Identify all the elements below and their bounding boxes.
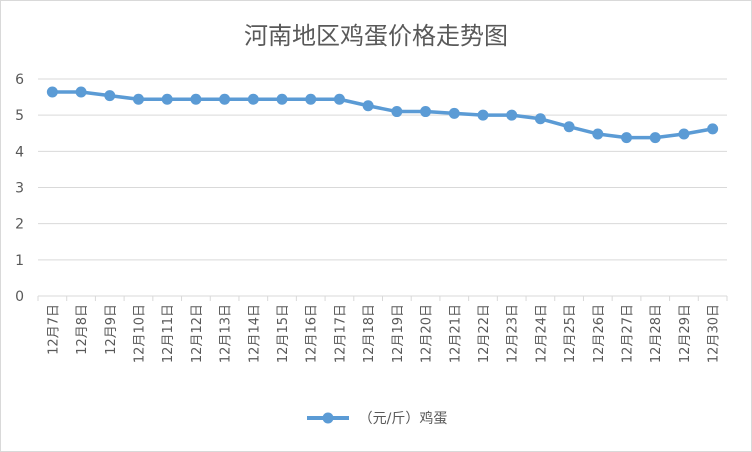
data-point xyxy=(477,109,489,121)
x-tick-label: 12月21日 xyxy=(448,304,463,363)
y-tick-label: 6 xyxy=(15,72,24,88)
y-tick-label: 4 xyxy=(15,144,24,160)
y-tick-label: 1 xyxy=(15,253,24,269)
x-tick-label: 12月24日 xyxy=(534,304,549,363)
x-tick-label: 12月15日 xyxy=(276,304,291,363)
data-point xyxy=(132,93,144,105)
x-tick-label: 12月26日 xyxy=(592,304,607,363)
data-point xyxy=(420,106,432,118)
data-point xyxy=(75,86,87,98)
x-tick-label: 12月16日 xyxy=(305,304,320,363)
data-point xyxy=(448,107,460,119)
data-point xyxy=(305,93,317,105)
data-point xyxy=(219,93,231,105)
x-tick-label: 12月11日 xyxy=(161,304,176,363)
data-point xyxy=(506,109,518,121)
data-point xyxy=(247,93,259,105)
x-tick-label: 12月7日 xyxy=(46,304,61,355)
data-point xyxy=(534,113,546,125)
x-tick-label: 12月22日 xyxy=(477,304,492,363)
x-tick-label: 12月10日 xyxy=(132,304,147,363)
data-point xyxy=(104,90,116,102)
y-tick-label: 0 xyxy=(15,289,24,305)
x-tick-label: 12月20日 xyxy=(420,304,435,363)
data-point xyxy=(592,128,604,140)
x-tick-label: 12月14日 xyxy=(247,304,262,363)
y-tick-label: 2 xyxy=(15,217,24,233)
x-tick-label: 12月18日 xyxy=(362,304,377,363)
data-point xyxy=(46,86,58,98)
x-tick-label: 12月17日 xyxy=(333,304,348,363)
x-tick-label: 12月9日 xyxy=(104,304,119,355)
chart-title: 河南地区鸡蛋价格走势图 xyxy=(244,22,508,50)
x-tick-label: 12月13日 xyxy=(219,304,234,363)
legend-line-marker-icon xyxy=(306,412,349,424)
data-point xyxy=(621,132,633,144)
data-point xyxy=(276,93,288,105)
x-tick-label: 12月23日 xyxy=(506,304,521,363)
y-tick-label: 3 xyxy=(15,181,24,197)
x-tick-label: 12月27日 xyxy=(621,304,636,363)
data-point xyxy=(333,93,345,105)
data-point xyxy=(161,93,173,105)
data-point xyxy=(649,132,661,144)
x-tick-label: 12月28日 xyxy=(649,304,664,363)
x-tick-label: 12月8日 xyxy=(75,304,90,355)
data-point xyxy=(707,123,719,135)
x-tick-label: 12月12日 xyxy=(190,304,205,363)
data-point xyxy=(678,128,690,140)
data-point xyxy=(362,100,374,112)
x-tick-label: 12月25日 xyxy=(563,304,578,363)
data-point xyxy=(190,93,202,105)
data-point xyxy=(391,106,403,118)
data-point xyxy=(563,121,575,133)
x-tick-label: 12月30日 xyxy=(707,304,722,363)
x-tick-label: 12月19日 xyxy=(391,304,406,363)
x-tick-label: 12月29日 xyxy=(678,304,693,363)
legend-label: （元/斤）鸡蛋 xyxy=(358,411,448,427)
chart-legend: （元/斤）鸡蛋 xyxy=(0,408,752,428)
y-tick-label: 5 xyxy=(15,108,24,124)
